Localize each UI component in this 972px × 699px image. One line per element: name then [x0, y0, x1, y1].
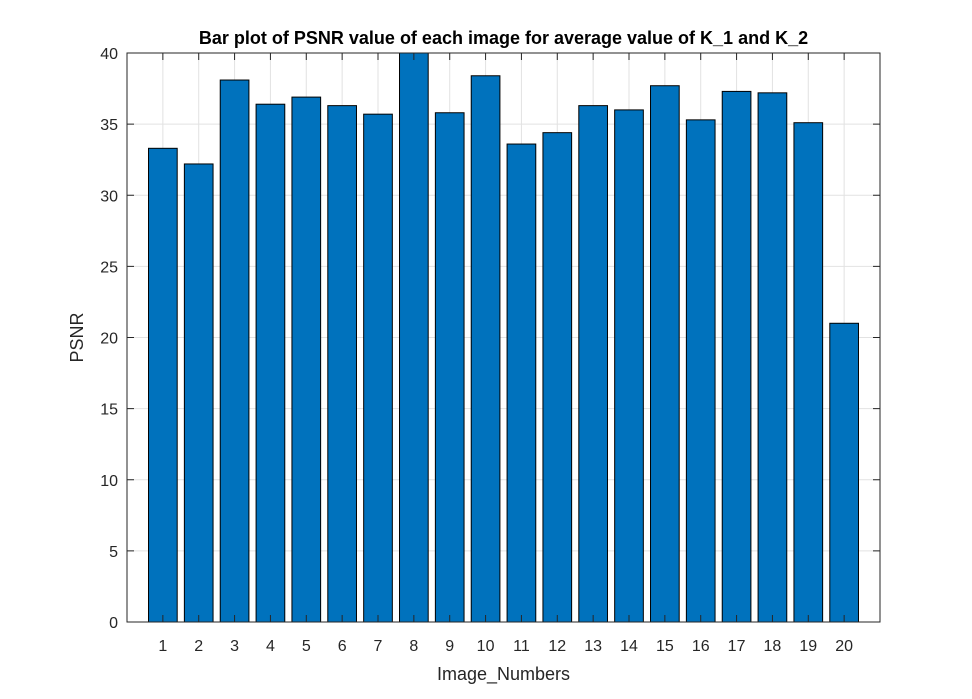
bar-image-8 — [399, 52, 429, 623]
y-tick-label: 10 — [100, 473, 118, 490]
bar-image-6 — [327, 105, 357, 623]
bar-image-13 — [578, 105, 608, 623]
bar-image-15 — [650, 85, 680, 623]
bar-image-18 — [757, 92, 788, 623]
x-tick-label: 7 — [374, 638, 383, 655]
bar-image-12 — [542, 132, 573, 623]
x-tick-label: 13 — [584, 638, 602, 655]
bar-image-3 — [219, 79, 250, 623]
bar-image-20 — [829, 322, 859, 623]
bar-image-7 — [363, 113, 393, 623]
y-tick-label: 25 — [100, 259, 118, 276]
bar-image-4 — [255, 103, 286, 623]
bar-image-5 — [291, 96, 322, 623]
x-tick-label: 14 — [620, 638, 638, 655]
bar-image-10 — [470, 75, 501, 623]
y-tick-label: 30 — [100, 188, 118, 205]
x-tick-label: 6 — [338, 638, 347, 655]
bar-image-14 — [614, 109, 644, 623]
x-tick-label: 11 — [513, 638, 530, 655]
x-axis-label: Image_Numbers — [437, 664, 570, 685]
x-tick-label: 15 — [656, 638, 674, 655]
x-tick-label: 2 — [194, 638, 203, 655]
bar-image-16 — [685, 119, 716, 623]
chart-title: Bar plot of PSNR value of each image for… — [199, 28, 808, 48]
x-tick-label: 3 — [230, 638, 239, 655]
x-tick-label: 10 — [477, 638, 495, 655]
y-tick-label: 0 — [109, 615, 118, 632]
y-tick-label: 5 — [109, 544, 118, 561]
bar-image-9 — [434, 112, 465, 623]
x-tick-label: 12 — [548, 638, 566, 655]
bar-image-1 — [148, 147, 178, 623]
x-tick-label: 1 — [158, 638, 167, 655]
x-tick-label: 17 — [728, 638, 746, 655]
bar-image-17 — [721, 90, 752, 623]
y-tick-label: 15 — [100, 402, 118, 419]
y-axis-label: PSNR — [67, 312, 87, 362]
x-tick-label: 18 — [764, 638, 782, 655]
x-tick-label: 20 — [835, 638, 853, 655]
y-tick-label: 40 — [100, 46, 118, 63]
x-tick-label: 4 — [266, 638, 275, 655]
bar-image-11 — [506, 143, 537, 623]
bar-image-19 — [793, 122, 824, 623]
y-tick-label: 20 — [100, 331, 118, 348]
x-tick-label: 16 — [692, 638, 710, 655]
y-tick-label: 35 — [100, 117, 118, 134]
x-tick-label: 9 — [445, 638, 454, 655]
bar-image-2 — [183, 163, 214, 623]
x-tick-label: 5 — [302, 638, 311, 655]
bars — [148, 52, 859, 623]
x-tick-label: 8 — [409, 638, 418, 655]
x-tick-label: 19 — [799, 638, 817, 655]
